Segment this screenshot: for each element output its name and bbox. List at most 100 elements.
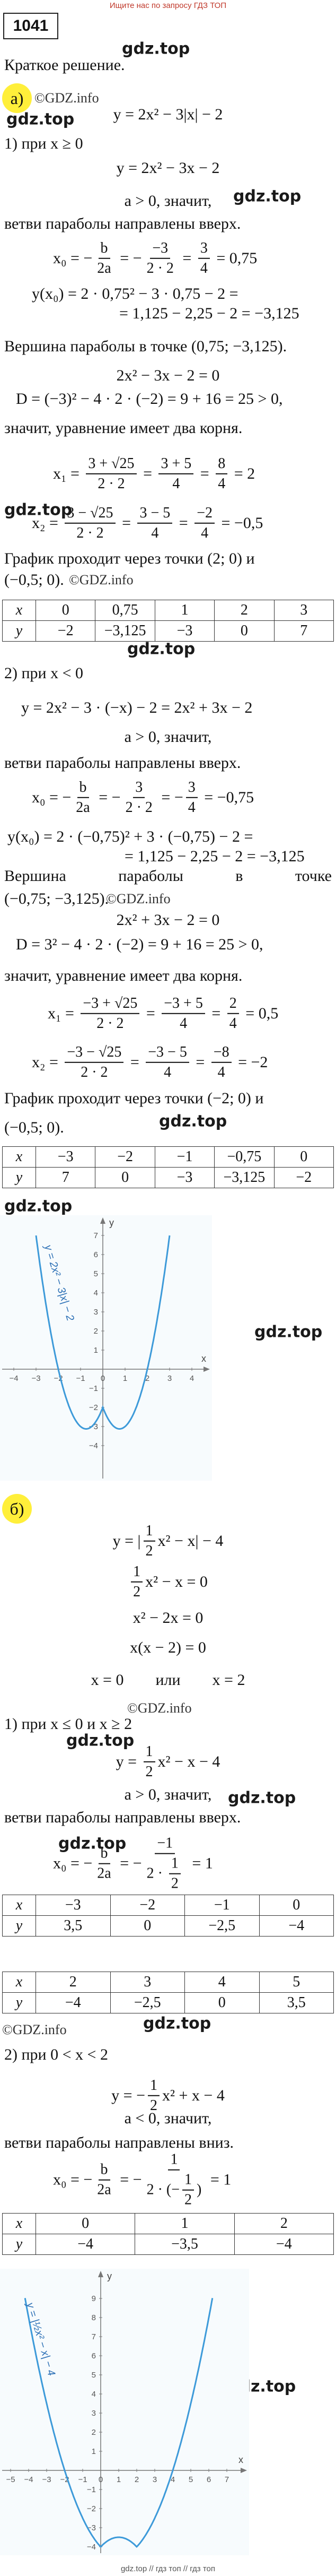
text-run: 2 · 2 [146,260,174,276]
x-axis-label: x [238,2454,243,2465]
text-run: 2 [145,1543,153,1559]
text-run: График проходит через точки (2; 0) и [4,550,255,567]
text-run: = 0,5 [241,1005,279,1022]
denominator: 2 [182,2191,194,2209]
watermark: gdz.top [254,1322,323,1342]
table-cell: 0 [184,1992,260,2013]
text-run: 4 [229,1015,237,1032]
watermark: gdz.top [159,1112,227,1131]
table-row: x −3 −2 −1 −0,75 0 [2,1146,334,1168]
table-cell: −4 [36,1992,111,2013]
text-line: 1) при x ≤ 0 и x ≥ 2 [4,1715,132,1733]
table-body: x 0 1 2 y −4 −3,5 −4 [2,2213,334,2255]
text-run: 3 [200,239,208,256]
text-run: 3 [188,779,196,796]
fraction: 3 + 5 4 [158,455,194,492]
text-line: График проходит через точки (2; 0) и [4,550,255,568]
fraction: b 2a [95,1845,113,1882]
text-run: 8 [218,455,226,472]
table-cell: x [2,1972,36,1993]
numerator: −1 [155,1835,175,1854]
numerator: 1 [169,1855,181,1875]
text-run: −1 [157,1835,173,1852]
fraction: −3 − √25 2 · 2 [65,1044,124,1081]
fraction: 3 − √25 2 · 2 [65,505,116,542]
value-table: x −3 −2 −1 0 y 3,5 0 −2,5 −4 [2,1895,334,1937]
text-run: = [118,514,135,532]
fraction: b 2a [95,2162,113,2199]
table-cell: −3 [154,1167,215,1188]
fraction: b 2a [95,240,113,277]
table-cell: y [2,1915,36,1937]
denominator: 4 [216,1063,227,1081]
fraction: −3 − 5 4 [146,1044,189,1081]
text-line: ветви параболы направлены вверх. [4,215,241,233]
denominator: 4 [162,1063,173,1081]
table-row: y −4 −3,5 −4 [2,2234,334,2255]
text-line: x² − 2x = 0 [0,1609,336,1627]
y-tick-label: −4 [87,2543,96,2552]
watermark: gdz.top [233,187,302,206]
x-tick-label: 1 [123,1374,127,1383]
text-run: 1 [145,1522,153,1539]
table-cell: 2 [234,2213,334,2234]
y-tick-label: 4 [92,2390,96,2399]
text-run: 2 [145,1764,153,1780]
watermark: ©GDZ.info [69,572,134,587]
denominator: 4 [178,1014,189,1032]
text-run: = 1 [188,1855,213,1872]
denominator: 2a [95,2181,113,2199]
y-tick-label: 6 [94,1250,98,1259]
table-cell: 3 [110,1972,185,1993]
text-run: 4 [172,476,180,492]
table-cell: −2,5 [110,1992,185,2013]
text-run: = − [94,789,121,806]
text-run: y(x₀) = 2 · 0,75² − 3 · 0,75 − 2 = [32,285,238,302]
text-run: (−0,5; 0). [4,571,64,589]
value-table: x 0 1 2 y −4 −3,5 −4 [2,2213,334,2255]
table-cell: x [2,600,36,621]
denominator: 2 [144,1542,155,1560]
fraction: −3 2 · 2 [145,240,176,277]
table-body: x 2 3 4 5 y −4 −2,5 0 3,5 [2,1972,334,2013]
numerator: −2 [194,505,215,524]
table-cell: 3,5 [259,1992,334,2013]
table-cell: −4 [234,2234,334,2255]
footer: gdz.top // гдз топ // гдз топ [120,2564,216,2573]
text-run: = [207,1005,225,1022]
denominator: 2 · 2 [78,1063,110,1081]
table-cell: 0 [259,1895,334,1916]
text-run: x₂ = [32,514,63,532]
numerator: −3 [150,240,171,259]
table-cell: 7 [35,1167,96,1188]
table-cell: −4 [35,2234,136,2255]
text-line: y(x₀) = 2 · (−0,75)² + 3 · (−0,75) − 2 = [7,828,253,846]
y-tick-label: 8 [92,2313,96,2322]
text-run: 4 [201,525,209,541]
text-run: 2 [229,995,237,1012]
value-table: x 2 3 4 5 y −4 −2,5 0 3,5 [2,1972,334,2013]
text-run: x = 0 или x = 2 [91,1671,245,1689]
text-run: 2a [97,1865,111,1882]
text-run: 2 · 2 [81,1064,108,1080]
y-axis-label: y [107,2271,112,2281]
text-run: x² − x − 4 [157,1753,220,1770]
text-line: 2) при x < 0 [4,664,83,682]
denominator: 4 [198,259,210,277]
table-cell: 0 [214,620,275,642]
text-run: 2 · 2 [125,799,153,816]
table-body: x 0 0,75 1 2 3 y −2 −3,125 −3 0 7 [2,600,334,642]
text-run: −3 − 5 [148,1043,187,1060]
text-run: = − [116,249,142,267]
numerator: b [98,1845,110,1864]
text-run: 2a [97,260,111,276]
text-line: 2) при 0 < x < 2 [4,2046,108,2064]
text-run: 2 [133,1584,141,1600]
text-run: y = [116,1753,141,1770]
section-label: б) [2,1494,32,1524]
denominator: 2a [74,798,92,816]
denominator: 2 · 2 [145,259,176,277]
